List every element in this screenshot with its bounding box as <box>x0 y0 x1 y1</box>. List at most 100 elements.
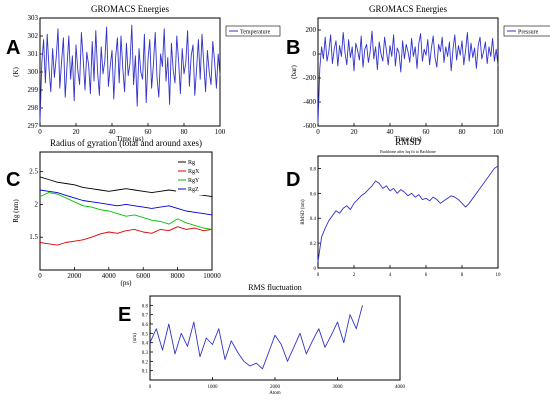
rg-legend-label: RgZ <box>188 187 199 193</box>
rmsd-x-tick-label: 10 <box>496 273 502 278</box>
pressure-x-tick-label: 0 <box>316 128 320 136</box>
panel-label-d: D <box>286 169 301 191</box>
pressure-x-axis-label: Time (ps) <box>394 135 422 143</box>
rg-series-line-4 <box>39 189 213 216</box>
rmsd-y-axis-label: RMSD (nm) <box>301 199 306 224</box>
pressure-legend-label: Pressure <box>518 30 539 36</box>
rg-title: Radius of gyration (total and around axe… <box>50 138 202 148</box>
rg-series-line-3 <box>39 192 213 230</box>
pressure-plot-frame <box>317 17 499 127</box>
rmsf-y-tick-label: 0.8 <box>142 304 149 309</box>
temperature-y-axis-label: (K) <box>12 66 20 76</box>
pressure-x-tick-label: 100 <box>493 128 504 136</box>
temperature-x-tick-label: 80 <box>181 128 189 136</box>
pressure-x-tick-label: 40 <box>387 128 395 136</box>
rmsf-series-line-1 <box>149 305 363 370</box>
rmsf-plot-frame <box>149 295 401 381</box>
rg-legend-label: RgX <box>188 169 200 175</box>
rmsf-x-axis-label: Atom <box>269 391 281 396</box>
rmsd-x-tick-label: 4 <box>389 273 392 278</box>
pressure-y-tick-label: -200 <box>303 74 316 82</box>
rmsd-series-line-1 <box>317 165 499 262</box>
rg-y-axis-label: Rg (nm) <box>12 199 20 223</box>
rmsd-x-tick-label: 6 <box>425 273 428 278</box>
pressure-series-line-1 <box>317 30 499 124</box>
temperature-series-line-1 <box>39 24 221 123</box>
temperature-y-tick-label: 302 <box>28 32 39 40</box>
pressure-legend-box <box>503 25 550 37</box>
rmsf-y-tick-label: 0.2 <box>142 360 149 365</box>
rmsf-y-axis-label: (nm) <box>133 333 138 343</box>
rmsf-x-tick-label: 0 <box>149 385 152 390</box>
rmsd-x-tick-label: 0 <box>317 273 320 278</box>
rg-legend-label: RgY <box>188 178 200 184</box>
rmsd-y-tick-label: 0.8 <box>310 167 317 172</box>
pressure-x-tick-label: 80 <box>459 128 467 136</box>
rmsf-x-tick-label: 3000 <box>333 385 344 390</box>
pressure-y-axis-label: (bar) <box>290 65 298 79</box>
rg-x-tick-label: 10000 <box>203 272 221 280</box>
temperature-y-tick-label: 298 <box>28 104 39 112</box>
temperature-y-tick-label: 299 <box>28 86 39 94</box>
temperature-x-tick-label: 100 <box>215 128 226 136</box>
temperature-y-tick-label: 301 <box>28 50 39 58</box>
pressure-y-tick-label: -600 <box>303 122 316 130</box>
rmsf-x-tick-label: 4000 <box>395 385 406 390</box>
rmsd-subtitle: Backbone after lsq fit to Backbone <box>380 149 436 154</box>
rg-x-tick-label: 8000 <box>171 272 186 280</box>
rmsd-title: RMSD <box>395 137 421 147</box>
temperature-x-tick-label: 60 <box>145 128 153 136</box>
rg-x-axis-label: (ps) <box>121 279 133 287</box>
panel-label-a: A <box>6 37 21 59</box>
temperature-x-tick-label: 40 <box>109 128 117 136</box>
rmsd-plot-frame <box>317 155 499 269</box>
rmsf-title: RMS fluctuation <box>248 283 302 292</box>
pressure-x-tick-label: 60 <box>423 128 431 136</box>
rmsd-x-tick-label: 2 <box>353 273 356 278</box>
panel-label-c: C <box>6 169 21 191</box>
rg-plot-frame <box>39 151 213 271</box>
rg-legend-label: Rg <box>188 160 195 166</box>
temperature-legend-label: Temperature <box>240 30 271 36</box>
temperature-y-tick-label: 300 <box>28 68 39 76</box>
rmsd-y-tick-label: 0.4 <box>310 217 317 222</box>
rmsf-y-tick-label: 0.7 <box>142 314 149 319</box>
rg-y-tick-label: 2.5 <box>29 168 38 176</box>
rg-series-line-2 <box>39 226 213 246</box>
rmsf-x-tick-label: 1000 <box>208 385 219 390</box>
rg-x-tick-label: 0 <box>38 272 42 280</box>
rmsd-y-tick-label: 0.6 <box>310 192 317 197</box>
rmsf-y-tick-label: 0.6 <box>142 323 149 328</box>
temperature-y-tick-label: 303 <box>28 14 39 22</box>
temperature-x-tick-label: 0 <box>38 128 42 136</box>
rmsf-y-tick-label: 0.4 <box>142 342 149 347</box>
temperature-x-tick-label: 20 <box>73 128 81 136</box>
panel-label-e: E <box>118 304 132 326</box>
rg-x-tick-label: 4000 <box>102 272 117 280</box>
temperature-x-axis-label: Time (ps) <box>116 135 144 143</box>
pressure-x-tick-label: 20 <box>351 128 359 136</box>
panel-label-b: B <box>286 37 301 59</box>
rg-x-tick-label: 2000 <box>67 272 82 280</box>
rmsd-y-tick-label: 0.2 <box>310 242 317 247</box>
rg-x-tick-label: 6000 <box>136 272 151 280</box>
pressure-y-tick-label: -400 <box>303 98 316 106</box>
pressure-y-tick-label: 200 <box>306 26 317 34</box>
rmsf-y-tick-label: 0.3 <box>142 351 149 356</box>
rg-y-tick-label: 1.5 <box>29 233 38 241</box>
rmsd-y-tick-label: 0 <box>314 267 317 272</box>
rmsd-x-tick-label: 8 <box>461 273 464 278</box>
pressure-y-tick-label: 0 <box>313 50 317 58</box>
temperature-y-tick-label: 297 <box>28 122 39 130</box>
rmsf-x-tick-label: 2000 <box>270 385 281 390</box>
rg-y-tick-label: 2 <box>35 200 39 208</box>
pressure-title: GROMACS Energies <box>369 4 448 14</box>
temperature-legend-box <box>225 25 281 37</box>
temperature-title: GROMACS Energies <box>91 4 170 14</box>
rmsf-y-tick-label: 0.1 <box>142 370 149 375</box>
